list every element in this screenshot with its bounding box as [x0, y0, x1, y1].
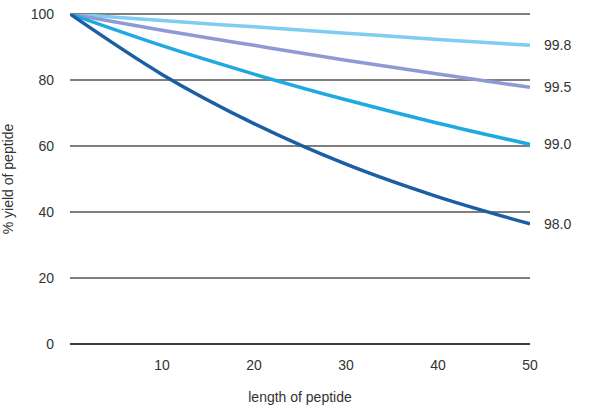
svg-text:length of peptide: length of peptide: [248, 389, 352, 405]
svg-text:99.0: 99.0: [544, 136, 571, 152]
svg-text:99.8: 99.8: [544, 37, 571, 53]
svg-text:100: 100: [31, 6, 55, 22]
svg-text:80: 80: [38, 72, 54, 88]
svg-text:60: 60: [38, 138, 54, 154]
svg-text:20: 20: [38, 270, 54, 286]
svg-text:% yield of peptide: % yield of peptide: [8, 124, 16, 235]
svg-text:20: 20: [246, 357, 262, 373]
svg-text:40: 40: [38, 204, 54, 220]
svg-text:99.5: 99.5: [544, 79, 571, 95]
svg-text:50: 50: [522, 357, 538, 373]
svg-text:30: 30: [338, 357, 354, 373]
svg-text:40: 40: [430, 357, 446, 373]
svg-text:98.0: 98.0: [544, 216, 571, 232]
svg-text:10: 10: [154, 357, 170, 373]
svg-text:0: 0: [46, 336, 54, 352]
